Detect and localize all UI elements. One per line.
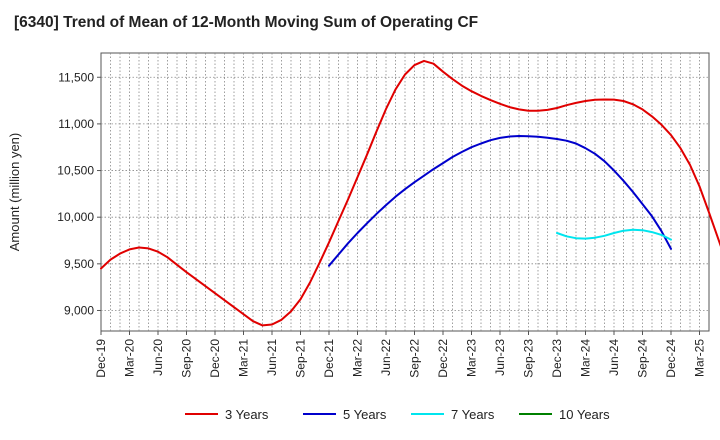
series-group: [100, 59, 720, 327]
y-axis-title: Amount (million yen): [7, 133, 22, 252]
x-tick-label: Jun-22: [379, 339, 393, 376]
x-tick-label: Dec-19: [94, 339, 108, 378]
x-tick-label: Mar-22: [351, 339, 365, 377]
legend: 3 Years 5 Years 7 Years 10 Years: [185, 407, 610, 422]
x-tick-label: Dec-23: [550, 339, 564, 378]
x-tick-label: Sep-22: [408, 339, 422, 378]
x-tick-label: Sep-24: [636, 339, 650, 378]
legend-label-3-years: 3 Years: [225, 407, 269, 422]
y-tick-label: 9,500: [64, 257, 94, 271]
y-tick-label: 10,500: [57, 164, 94, 178]
y-tick-label: 11,000: [58, 117, 94, 131]
y-tick-label: 11,500: [58, 70, 94, 84]
x-tick-label: Mar-20: [123, 339, 137, 377]
x-tick-label: Sep-23: [522, 339, 536, 378]
y-tick-label: 9,000: [64, 303, 94, 317]
grid: [101, 53, 709, 331]
x-tick-label: Jun-24: [607, 339, 621, 376]
x-tick-label: Sep-21: [294, 339, 308, 378]
x-tick-label: Jun-20: [151, 339, 165, 376]
y-tick-label: 10,000: [57, 210, 94, 224]
legend-label-10-years: 10 Years: [559, 407, 610, 422]
legend-label-5-years: 5 Years: [343, 407, 387, 422]
x-tick-label: Dec-21: [322, 339, 336, 378]
series-line-7-years: [556, 228, 672, 241]
chart-title: [6340] Trend of Mean of 12-Month Moving …: [14, 14, 479, 31]
x-tick-label: Sep-20: [180, 339, 194, 378]
x-tick-label: Mar-24: [579, 339, 593, 377]
x-tick-label: Jun-21: [265, 339, 279, 376]
x-tick-label: Mar-25: [693, 339, 707, 377]
x-tick-label: Mar-21: [237, 339, 251, 377]
y-axis: 9,000 9,500 10,000 10,500 11,000 11,500: [57, 70, 101, 317]
x-axis: Dec-19 Mar-20 Jun-20 Sep-20 Dec-20 Mar-21 Jun-…: [94, 331, 707, 378]
x-tick-label: Mar-23: [465, 339, 479, 377]
series-line-5-years: [328, 135, 672, 267]
legend-label-7-years: 7 Years: [451, 407, 495, 422]
series-line-3-years: [100, 59, 720, 327]
plot-area: [100, 52, 710, 332]
x-tick-label: Dec-24: [664, 339, 678, 378]
x-tick-label: Dec-22: [436, 339, 450, 378]
x-tick-label: Jun-23: [493, 339, 507, 376]
x-tick-label: Dec-20: [208, 339, 222, 378]
